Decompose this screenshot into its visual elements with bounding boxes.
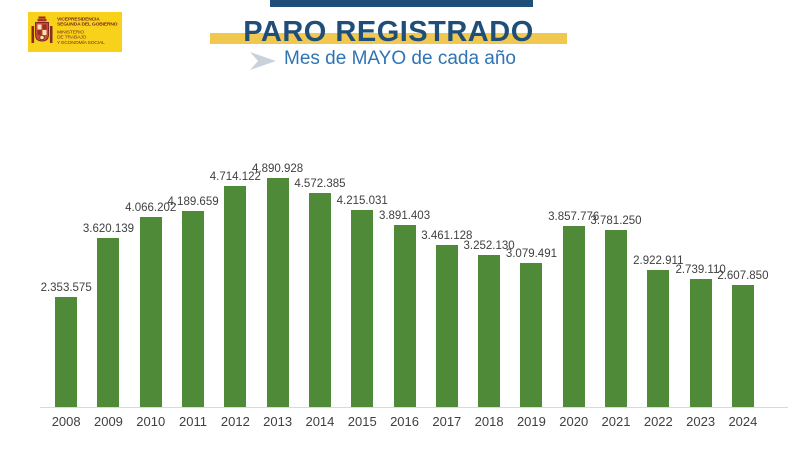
bar-column-2008: 2.353.575	[41, 127, 92, 407]
bar-2014	[308, 192, 331, 407]
x-axis-label: 2012	[220, 414, 250, 429]
logo-org-line1: VICEPRESIDENCIA	[57, 17, 100, 23]
bar-2020	[562, 226, 585, 407]
x-axis-label: 2016	[390, 414, 419, 429]
x-axis-label: 2021	[601, 414, 631, 429]
x-axis-label: 2014	[305, 414, 335, 429]
bars-row: 2.353.575 3.620.139 4.066.202 4.189.659 4.71…	[41, 127, 768, 407]
bar-column-2010: 4.066.202	[125, 127, 176, 407]
bar-2012	[224, 186, 247, 407]
bar-column-2011: 4.189.659	[167, 127, 219, 407]
bar-column-2009: 3.620.139	[83, 127, 134, 407]
bar-column-2021: 3.781.250	[590, 127, 642, 407]
logo-ministry-line2: DE TRABAJO	[57, 35, 87, 41]
spain-coat-of-arms-icon	[31, 16, 53, 43]
bar-2008	[55, 296, 78, 407]
bar-2011	[182, 210, 205, 407]
x-axis-label: 2023	[686, 414, 716, 429]
bar-value-label: 4.572.385	[294, 177, 346, 190]
bar-value-label: 3.620.139	[82, 222, 135, 235]
x-axis-labels-row: 2008 2009 2010 2011 2012 2013 2014 2015 2016 2017…	[45, 414, 764, 429]
bar-column-2016: 3.891.403	[379, 127, 430, 407]
bar-2021	[605, 230, 627, 407]
bar-2013	[266, 178, 289, 407]
x-axis-label: 2013	[263, 414, 293, 429]
bar-column-2013: 4.890.928	[252, 127, 303, 407]
page-title: PARO REGISTRADO	[243, 16, 534, 48]
x-axis-label: 2015	[347, 414, 377, 429]
bar-2022	[647, 270, 670, 407]
bar-2016	[393, 224, 416, 407]
x-axis-label: 2020	[559, 414, 589, 429]
logo-ministry-line1: MINISTERIO	[57, 30, 85, 36]
government-logo-text: VICEPRESIDENCIA SEGUNDA DEL GOBIERNO MIN…	[57, 17, 118, 47]
bar-column-2020: 3.857.776	[548, 127, 599, 407]
bar-value-label: 3.891.403	[378, 209, 431, 222]
x-axis-label: 2018	[474, 414, 504, 429]
bar-value-label: 4.215.031	[336, 194, 388, 207]
bar-value-label: 2.353.575	[40, 281, 92, 294]
bar-column-2017: 3.461.128	[421, 127, 472, 407]
x-axis-label: 2011	[179, 414, 208, 429]
x-axis-label: 2010	[136, 414, 166, 429]
bar-value-label: 3.781.250	[590, 215, 642, 227]
x-axis-label: 2017	[432, 414, 462, 429]
top-accent-bar	[270, 0, 533, 7]
bar-value-label: 3.079.491	[505, 247, 557, 260]
page-subtitle: Mes de MAYO de cada año	[284, 48, 516, 69]
bar-column-2019: 3.079.491	[506, 127, 557, 407]
government-logo: VICEPRESIDENCIA SEGUNDA DEL GOBIERNO MIN…	[28, 12, 122, 52]
logo-org-line2: SEGUNDA DEL GOBIERNO	[57, 22, 118, 28]
bar-value-label: 2.607.850	[717, 269, 769, 282]
bar-column-2023: 2.739.110	[675, 127, 726, 407]
bar-column-2022: 2.922.911	[633, 127, 683, 407]
x-axis-label: 2008	[51, 414, 81, 429]
logo-ministry-line3: Y ECONOMÍA SOCIAL	[57, 41, 105, 47]
x-axis-label: 2024	[728, 414, 758, 429]
bar-value-label: 3.252.130	[463, 239, 515, 252]
title-highlight-band	[210, 33, 567, 44]
bar-value-label: 4.066.202	[125, 201, 177, 214]
bar-value-label: 2.739.110	[675, 263, 726, 276]
bar-column-2015: 4.215.031	[337, 127, 388, 407]
bar-2018	[478, 254, 501, 407]
bar-2019	[520, 262, 543, 407]
chevron-right-icon	[250, 52, 276, 70]
bar-value-label: 4.714.122	[209, 171, 261, 184]
x-axis-label: 2022	[643, 414, 673, 429]
x-axis-label: 2009	[93, 414, 123, 429]
bar-value-label: 3.461.128	[421, 229, 473, 242]
bar-value-label: 4.890.928	[252, 163, 304, 175]
bar-column-2024: 2.607.850	[717, 127, 768, 407]
x-axis-line	[40, 407, 788, 408]
bar-2023	[689, 278, 712, 407]
bar-column-2012: 4.714.122	[210, 127, 261, 407]
bar-2009	[97, 237, 120, 407]
bar-value-label: 3.857.776	[548, 211, 600, 224]
bar-value-label: 4.189.659	[167, 195, 219, 208]
bar-value-label: 2.922.911	[633, 255, 684, 268]
bar-column-2018: 3.252.130	[464, 127, 515, 407]
bar-2010	[139, 216, 162, 407]
x-axis-label: 2019	[516, 414, 546, 429]
bar-2017	[435, 244, 458, 407]
bar-2015	[351, 209, 374, 407]
bar-2024	[731, 284, 754, 407]
bar-column-2014: 4.572.385	[294, 127, 346, 407]
